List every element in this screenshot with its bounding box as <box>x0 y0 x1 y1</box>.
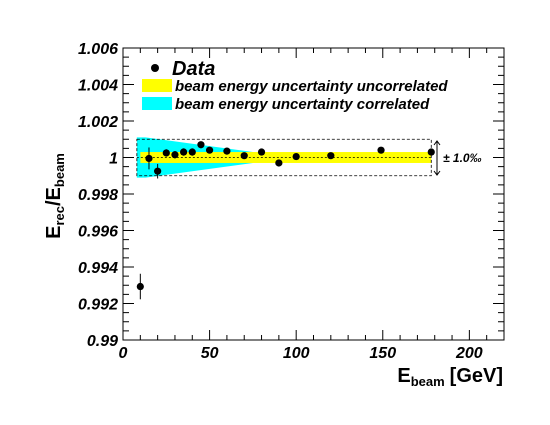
data-point <box>240 152 248 160</box>
legend-swatch-uncorrelated <box>142 79 172 92</box>
data-point <box>197 141 205 149</box>
data-point <box>257 148 266 156</box>
data-point <box>180 148 188 156</box>
data-point <box>292 152 300 161</box>
legend-label-data: Data <box>172 58 215 80</box>
y-axis: 0.99 0.992 0.994 0.996 0.998 1 1.002 1.004 1.006 <box>78 41 504 350</box>
y-axis-title: Erec/Ebeam <box>43 153 67 239</box>
x-axis-title: Ebeam [GeV] <box>397 365 503 389</box>
data-point <box>223 147 231 155</box>
y-tick-label: 1.002 <box>78 114 118 131</box>
x-tick-label: 100 <box>283 345 310 362</box>
data-point <box>327 152 335 160</box>
legend-label-correlated: beam energy uncertainty correlated <box>175 96 430 113</box>
tolerance-annotation: ± 1.0‰ <box>433 140 482 176</box>
data-point <box>427 148 435 156</box>
data-point <box>188 148 196 156</box>
data-point <box>136 282 144 291</box>
annotation-arrow-head-top <box>433 140 441 146</box>
data-point <box>145 154 153 163</box>
x-tick-label: 0 <box>119 345 128 362</box>
y-tick-label: 1.004 <box>78 78 118 95</box>
y-tick-label: 0.996 <box>78 224 118 241</box>
annotation-label: ± 1.0‰ <box>443 151 482 165</box>
tolerance-box-outline <box>136 138 432 177</box>
data-point <box>275 159 283 167</box>
x-axis: 0 50 100 150 200 <box>119 48 505 362</box>
data-points <box>136 141 435 300</box>
y-tick-label: 0.998 <box>78 187 118 204</box>
legend-swatch-correlated <box>142 97 172 110</box>
data-point <box>171 151 179 159</box>
legend: Data beam energy uncertainty uncorrelate… <box>142 58 448 113</box>
legend-marker-data <box>151 64 159 72</box>
data-point <box>205 146 214 154</box>
y-tick-label: 0.99 <box>87 333 118 350</box>
x-tick-label: 150 <box>369 345 396 362</box>
annotation-arrow-head-bottom <box>433 170 441 176</box>
x-tick-label: 200 <box>455 345 483 362</box>
data-point <box>162 149 170 157</box>
x-tick-label: 50 <box>201 345 219 362</box>
data-point <box>154 167 162 175</box>
tolerance-box <box>136 138 432 177</box>
y-tick-label: 0.994 <box>78 260 118 277</box>
y-tick-label: 1 <box>109 151 118 168</box>
y-tick-label: 0.992 <box>78 297 118 314</box>
data-point <box>377 146 385 154</box>
legend-label-uncorrelated: beam energy uncertainty uncorrelated <box>175 78 448 95</box>
y-tick-label: 1.006 <box>78 41 118 58</box>
